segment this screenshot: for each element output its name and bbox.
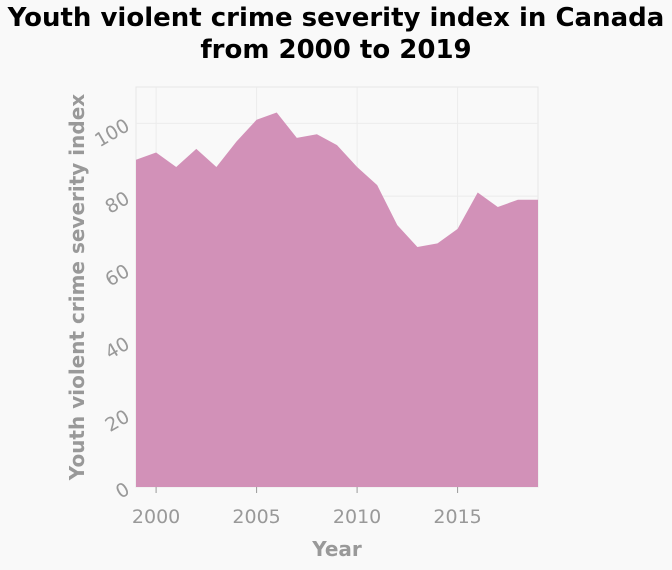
chart-title-line-2: from 2000 to 2019 <box>200 35 472 65</box>
chart-title-line-1: Youth violent crime severity index in Ca… <box>7 3 665 33</box>
chart-title: Youth violent crime severity index in Ca… <box>0 2 672 66</box>
x-tick-label: 2005 <box>232 506 280 528</box>
x-tick-label: 2015 <box>433 506 481 528</box>
y-tick-label: 80 <box>102 187 134 218</box>
y-tick-label: 20 <box>102 406 134 437</box>
y-tick-label: 60 <box>102 260 134 291</box>
area-series <box>136 112 538 487</box>
y-tick-label: 100 <box>91 115 133 152</box>
x-axis-title: Year <box>311 537 362 561</box>
x-tick-label: 2010 <box>333 506 381 528</box>
y-tick-label: 0 <box>112 478 133 503</box>
y-axis-title: Youth violent crime severity index <box>65 94 89 481</box>
y-tick-label: 40 <box>102 333 134 364</box>
x-axis-ticks: 2000 2005 2010 2015 <box>132 487 482 528</box>
x-tick-label: 2000 <box>132 506 180 528</box>
y-axis-ticks: 0 20 40 60 80 100 <box>91 115 133 504</box>
